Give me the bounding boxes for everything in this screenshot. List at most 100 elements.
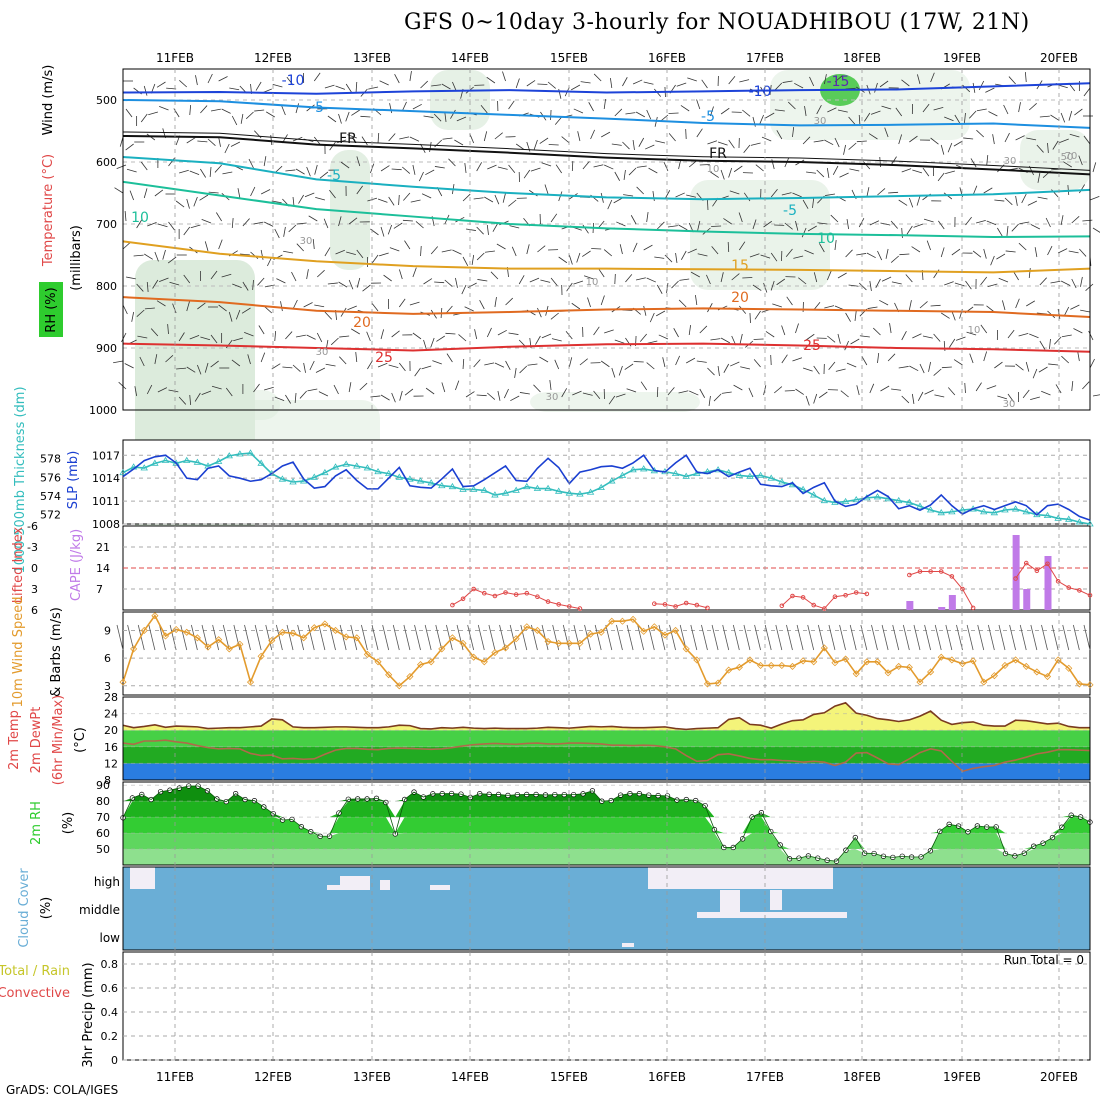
wind-barb bbox=[675, 355, 681, 366]
wind-speed-marker bbox=[842, 655, 850, 663]
wind-barb bbox=[1082, 381, 1090, 390]
wind-barb bbox=[1055, 384, 1062, 394]
wind-barb bbox=[389, 103, 393, 114]
cloud-block bbox=[130, 867, 155, 889]
wind-barb bbox=[933, 333, 941, 342]
wind-barb bbox=[140, 161, 148, 171]
li-marker bbox=[822, 606, 827, 611]
wind-speed-marker bbox=[480, 658, 488, 666]
wind-barb bbox=[947, 387, 956, 396]
wind-barb bbox=[619, 244, 623, 255]
thickness-marker bbox=[353, 462, 361, 469]
wind-barb bbox=[992, 134, 995, 145]
wind-barb bbox=[845, 249, 853, 258]
wind-barb bbox=[1058, 84, 1068, 89]
date-label-top: 11FEB bbox=[156, 51, 194, 65]
thickness-marker bbox=[778, 478, 786, 485]
wind-barb bbox=[1080, 309, 1091, 313]
wind-barb bbox=[1079, 248, 1087, 257]
wind-barb bbox=[136, 283, 144, 292]
wind-barb bbox=[930, 304, 941, 307]
cape-bar bbox=[938, 607, 946, 610]
wind-barb bbox=[221, 273, 232, 278]
cape-bar bbox=[948, 595, 956, 610]
wind-barb bbox=[233, 337, 244, 342]
li-marker bbox=[460, 596, 466, 602]
wind-barb bbox=[816, 169, 825, 178]
contour-label: FR bbox=[709, 146, 727, 162]
wind-barb bbox=[928, 361, 931, 372]
temp-tick-label: 12 bbox=[104, 757, 118, 770]
wind-barb bbox=[573, 108, 584, 114]
wind-barb bbox=[281, 105, 286, 116]
wind-barb bbox=[781, 325, 786, 336]
wind-barb bbox=[699, 388, 706, 398]
wind-barb bbox=[623, 169, 626, 180]
wind-barb bbox=[761, 136, 772, 142]
wind-barb bbox=[782, 80, 793, 83]
wind-barb bbox=[537, 245, 546, 253]
wind-barb bbox=[763, 220, 773, 228]
wind-barb bbox=[636, 165, 647, 168]
wind-barb bbox=[781, 192, 792, 196]
wind-barb bbox=[813, 301, 821, 311]
wind-barb bbox=[383, 274, 392, 282]
wind-barb bbox=[901, 168, 912, 173]
wind-barb bbox=[917, 74, 921, 85]
wind-barb bbox=[805, 395, 810, 406]
wind-barb bbox=[442, 137, 453, 140]
wind-barb bbox=[430, 246, 439, 255]
wind-barb bbox=[446, 353, 453, 363]
wind-barb bbox=[622, 77, 628, 87]
wind-barb bbox=[324, 84, 335, 89]
rh-unit-label: (%) bbox=[61, 812, 76, 835]
wind-barb bbox=[880, 385, 890, 392]
wind-barb bbox=[479, 299, 485, 310]
wind-speed-marker bbox=[289, 629, 297, 637]
wind-barb bbox=[794, 82, 804, 89]
wind-speed-marker bbox=[863, 658, 871, 666]
wind-barb bbox=[786, 296, 793, 306]
wind-barb bbox=[248, 158, 254, 169]
wind-barb bbox=[471, 254, 475, 265]
thickness-marker bbox=[852, 495, 860, 503]
date-label-top: 12FEB bbox=[254, 51, 292, 65]
wind-barb bbox=[380, 394, 390, 401]
wind-barb bbox=[1002, 300, 1006, 311]
wind-barb bbox=[905, 274, 913, 283]
wind-barb bbox=[795, 323, 799, 334]
wind-barb bbox=[996, 253, 1006, 260]
wind-barb bbox=[388, 133, 396, 142]
wind-barb bbox=[186, 137, 196, 144]
wind-barb bbox=[476, 162, 483, 172]
date-label-top: 15FEB bbox=[550, 51, 588, 65]
wind-barb bbox=[409, 71, 412, 82]
thickness-marker bbox=[810, 491, 818, 498]
wind-barb bbox=[614, 108, 623, 117]
cloud-block bbox=[720, 890, 740, 916]
wind-barb bbox=[250, 186, 256, 197]
wind-barb bbox=[473, 359, 481, 368]
cloud-block bbox=[770, 890, 782, 910]
wind-barb bbox=[412, 103, 422, 110]
wind-barb bbox=[247, 354, 251, 365]
wind-barb bbox=[614, 171, 621, 181]
wind-barb bbox=[603, 99, 606, 110]
li-line bbox=[654, 602, 708, 609]
wind-barb bbox=[798, 277, 807, 285]
wind-barb bbox=[802, 367, 813, 372]
wind-barb bbox=[324, 247, 331, 257]
wind-barb bbox=[355, 352, 358, 363]
wind-barb bbox=[717, 365, 720, 376]
thickness-tick-label: 572 bbox=[40, 509, 61, 522]
wind-barb bbox=[668, 133, 676, 142]
wind-barb bbox=[462, 193, 471, 202]
wind-barb bbox=[733, 384, 743, 391]
wind-barb bbox=[667, 225, 678, 228]
wind-barb bbox=[686, 194, 697, 198]
wind-barb bbox=[394, 73, 400, 84]
wind-barb bbox=[667, 387, 675, 396]
wind-barb bbox=[486, 327, 492, 338]
cloud-row-label: middle bbox=[79, 903, 120, 917]
wind-barb bbox=[494, 194, 500, 205]
